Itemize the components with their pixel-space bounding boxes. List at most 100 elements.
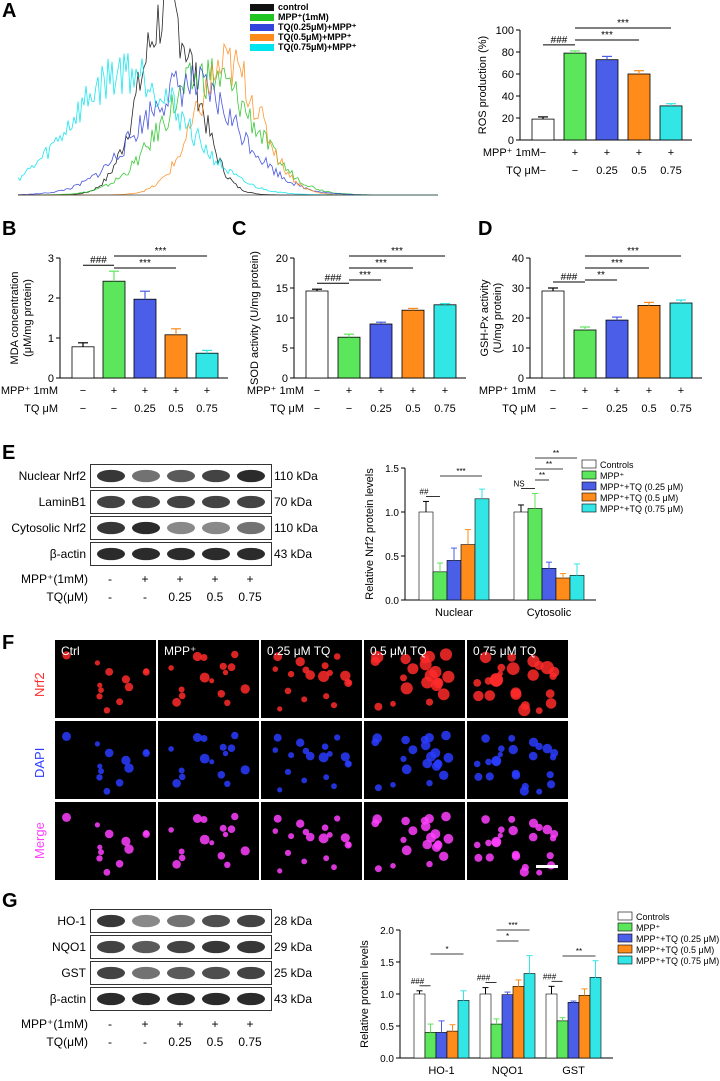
y-axis-label: Relative Nrf2 protein levels [364, 468, 376, 600]
cell-nucleus [217, 771, 226, 779]
cell-nucleus [408, 826, 418, 836]
cell-nucleus [510, 688, 522, 700]
cell-nucleus [142, 749, 150, 757]
blot-band [97, 940, 125, 954]
row-mark: − [550, 385, 556, 397]
y-tick-label: 10 [512, 343, 524, 355]
blot-row-mark: - [108, 1035, 112, 1049]
cell-nucleus [407, 663, 419, 675]
cell-nucleus [370, 656, 380, 666]
category-label: Nuclear [435, 607, 473, 619]
bar [337, 336, 361, 379]
sig-label: ### [561, 272, 578, 283]
panel-letter-f: F [2, 632, 15, 654]
category-label: NQO1 [492, 1065, 523, 1077]
cell-nucleus [103, 868, 111, 876]
legend-label: MPP⁺ [636, 923, 661, 933]
legend-swatch [617, 922, 633, 932]
cell-nucleus [209, 759, 215, 765]
bar [578, 994, 591, 1059]
bar [541, 290, 565, 379]
cell-nucleus [323, 774, 330, 781]
blot-kda-label: 28 kDa [274, 914, 313, 928]
cell-nucleus [273, 733, 282, 742]
row-mark: − [80, 385, 86, 397]
bar [305, 290, 329, 379]
chart-antioxidant-protein-levels: 0.0 0.5 1.0 1.5 2.0 Relative protein levels HO… [359, 911, 719, 1077]
cell-nucleus [508, 744, 518, 755]
cell-nucleus [481, 734, 490, 743]
chart-nrf2-protein-levels: 0.0 0.5 1.0 1.5 Relative Nrf2 protein levels… [364, 449, 683, 619]
cell-stain [371, 811, 454, 873]
bar [605, 319, 629, 379]
cell-nucleus [200, 654, 208, 661]
cell-nucleus [272, 828, 279, 834]
blot-band [167, 495, 195, 509]
cell-nucleus [371, 738, 380, 747]
legend-label: TQ(0.25μM)+MPP⁺ [278, 21, 357, 32]
legend-label: MPP⁺+TQ (0.25 μM) [636, 934, 719, 944]
cell-nucleus [178, 767, 185, 774]
flow-histogram [18, 0, 438, 196]
bar [563, 52, 587, 141]
blot-protein-label: NQO1 [51, 940, 86, 954]
cell-nucleus [549, 666, 560, 678]
blot-band [167, 992, 195, 1006]
chart-ros-production: 0 20 40 60 80 100 ROS production (%) ### *** *** M… [477, 18, 692, 177]
row-mark: − [111, 403, 117, 415]
blot-band [97, 966, 125, 980]
cell-nucleus [222, 669, 229, 676]
cell-nucleus [422, 758, 432, 769]
y-tick-label: 0.5 [385, 552, 399, 563]
blot-band [132, 966, 160, 980]
blot-band [202, 469, 230, 483]
bar [195, 352, 219, 379]
cell-nucleus [528, 751, 538, 761]
blot-band [167, 469, 195, 483]
micrograph-tile: Ctrl [55, 640, 156, 718]
cell-nucleus [305, 670, 315, 680]
cell-nucleus [546, 771, 554, 779]
cell-nucleus [439, 851, 449, 861]
sig-label: *** [508, 921, 517, 930]
blot-bands [97, 495, 265, 509]
cell-nucleus [430, 829, 441, 839]
cell-nucleus [491, 757, 501, 767]
cell-nucleus [227, 825, 236, 833]
micrograph-tile: 0.5 μM TQ [364, 640, 465, 718]
micrograph-tile [55, 802, 156, 880]
bar [567, 1002, 580, 1059]
cell-nucleus [442, 670, 455, 683]
blot-band [132, 992, 160, 1006]
cell-nucleus [521, 782, 529, 791]
cell-nucleus [273, 652, 283, 662]
bar [545, 993, 558, 1059]
cell-nucleus [62, 651, 71, 660]
cell-nucleus [98, 687, 104, 693]
flow-legend-item: TQ(0.75μM)+MPP⁺ [250, 42, 440, 52]
legend-swatch [581, 492, 597, 502]
cell-nucleus [219, 824, 227, 832]
blot-band [237, 966, 265, 980]
cell-nucleus [116, 698, 124, 706]
cell-nucleus [547, 780, 556, 789]
cell-nucleus [528, 832, 538, 842]
y-tick-label: 30 [512, 283, 524, 295]
cell-nucleus [192, 733, 202, 742]
micrograph-tile [261, 802, 362, 880]
cell-nucleus [424, 733, 434, 743]
blot-row-mark: + [141, 572, 149, 586]
sig-label: *** [359, 270, 371, 281]
category-label: GST [562, 1065, 585, 1077]
y-axis-label: SOD activity (U/mg protein) [249, 251, 261, 385]
cell-nucleus [200, 816, 208, 823]
cell-stain [473, 815, 559, 877]
blot-row-label-tq: TQ(μM) [46, 590, 88, 604]
micrograph-tile [158, 802, 259, 880]
cell-nucleus [272, 747, 279, 753]
row-mark: + [572, 147, 578, 159]
cell-nucleus [421, 676, 434, 689]
cell-nucleus [103, 707, 111, 714]
micrograph-tile [364, 721, 465, 799]
y-axis-label: Relative protein levels [359, 940, 371, 1048]
